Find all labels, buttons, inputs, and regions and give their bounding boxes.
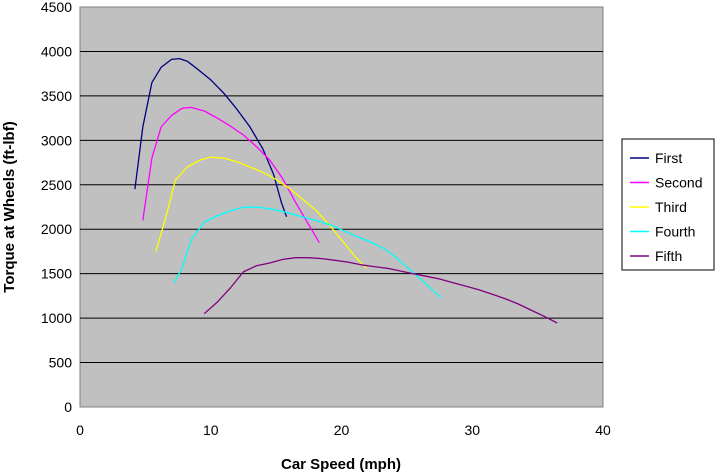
y-tick-label: 3500 [41,88,72,104]
y-tick-label: 2500 [41,177,72,193]
plot-area [79,6,604,408]
series-line-second [142,106,320,243]
y-tick-label: 3000 [41,132,72,148]
series-line-first [134,57,288,218]
x-axis-title: Car Speed (mph) [281,456,401,472]
series-line-fourth [173,206,442,299]
series-line-third [155,156,367,269]
legend-label-fourth: Fourth [655,224,695,240]
legend-box [621,138,715,271]
x-tick-label: 40 [595,422,611,438]
y-tick-label: 4500 [41,0,72,15]
y-axis-title: Torque at Wheels (ft-lbf) [1,121,18,292]
y-tick-label: 1000 [41,310,72,326]
series-lines [134,57,558,324]
y-tick-label: 1500 [41,266,72,282]
x-tick-label: 20 [334,422,350,438]
legend-items: First Second Third Fourth Fifth [630,150,702,264]
x-tick-label: 30 [464,422,480,438]
y-axis-tick-labels: 0 500 1000 1500 2000 2500 3000 3500 4000 4500 [41,0,72,415]
legend: First Second Third Fourth Fifth [621,138,715,271]
y-tick-label: 4000 [41,43,72,59]
legend-label-third: Third [655,199,687,215]
series-line-fifth [203,257,558,324]
legend-label-fifth: Fifth [655,248,682,264]
y-tick-label: 2000 [41,221,72,237]
gridlines [80,50,603,364]
x-axis-tick-labels: 0 10 20 30 40 [76,422,611,438]
y-tick-label: 500 [49,355,73,371]
x-tick-label: 10 [203,422,219,438]
legend-label-second: Second [655,175,702,191]
y-tick-label: 0 [64,399,72,415]
x-tick-label: 0 [76,422,84,438]
legend-label-first: First [655,150,682,166]
